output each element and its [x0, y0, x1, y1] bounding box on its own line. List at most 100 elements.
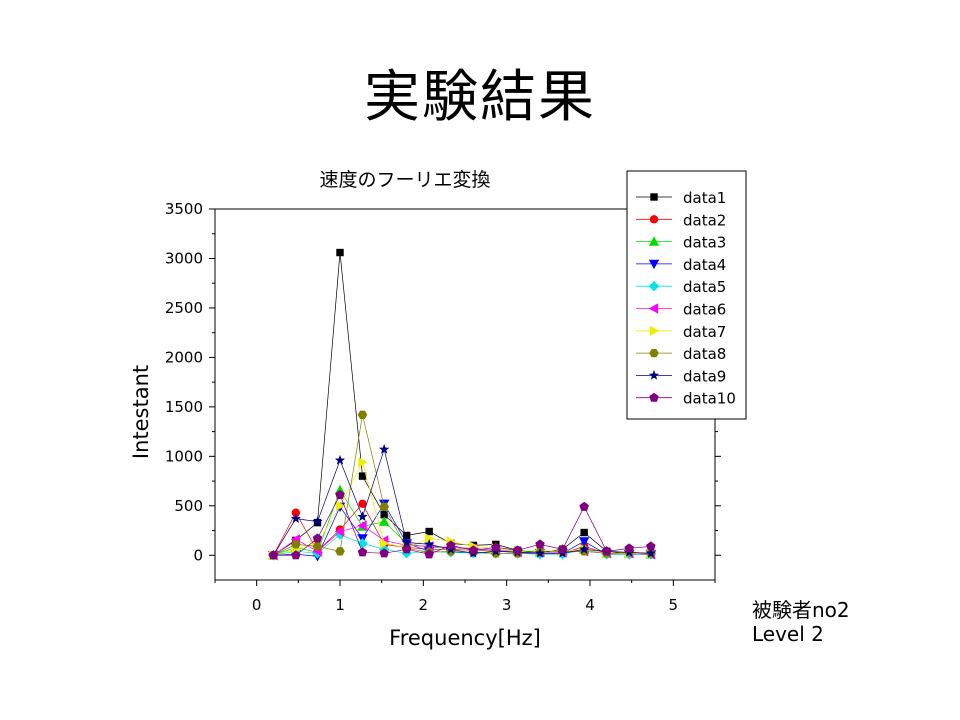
subject-note: 被験者no2: [752, 598, 850, 622]
data-point: [378, 516, 390, 526]
legend-marker: [649, 348, 659, 358]
data-point: [468, 545, 479, 555]
data-point: [580, 528, 588, 537]
x-tick-label: 2: [419, 596, 429, 614]
legend-label: data9: [683, 367, 726, 385]
data-point: [290, 513, 301, 524]
legend-label: data10: [683, 390, 736, 408]
data-point: [379, 444, 390, 454]
data-point: [645, 547, 656, 558]
data-point: [291, 540, 301, 549]
slide-title: 実験結果: [364, 65, 596, 130]
series-data1: [269, 248, 655, 559]
data-point: [512, 545, 523, 555]
series-data8: [268, 410, 656, 560]
data-point: [336, 248, 344, 257]
series-line: [273, 252, 651, 556]
legend-marker: [648, 281, 660, 292]
y-tick-label: 500: [174, 497, 203, 515]
y-tick-label: 2000: [165, 348, 203, 366]
data-point: [312, 542, 323, 551]
data-point: [424, 533, 435, 544]
x-tick-label: 0: [252, 596, 262, 614]
y-tick-label: 3500: [165, 200, 203, 218]
legend-label: data6: [683, 301, 726, 319]
level-note: Level 2: [752, 622, 824, 646]
legend-marker: [650, 193, 658, 201]
data-point: [646, 541, 656, 551]
data-point: [312, 516, 323, 526]
data-point: [579, 501, 589, 511]
y-tick-label: 0: [193, 546, 203, 564]
data-point: [268, 550, 279, 560]
data-point: [624, 543, 634, 553]
data-point: [357, 410, 368, 419]
data-point: [379, 538, 390, 549]
legend-marker: [648, 370, 660, 380]
legend-marker: [649, 215, 659, 224]
data-point: [335, 547, 345, 556]
legend-box: [626, 170, 747, 420]
chart-title: 速度のフーリエ変換: [319, 169, 490, 191]
x-axis-label: Frequency[Hz]: [389, 626, 541, 650]
data-point: [446, 540, 456, 550]
legend-label: data4: [683, 256, 726, 274]
legend-label: data2: [683, 211, 726, 229]
data-point: [379, 548, 389, 558]
x-tick-label: 5: [669, 596, 679, 614]
data-point: [335, 489, 345, 499]
series-line: [273, 448, 651, 556]
data-point: [334, 529, 346, 540]
data-point: [425, 527, 433, 536]
legend-label: data8: [683, 345, 726, 363]
data-point: [312, 533, 323, 543]
data-point: [291, 508, 301, 517]
data-point: [358, 457, 368, 468]
series-data6: [268, 520, 656, 561]
series-data10: [268, 489, 656, 560]
data-point: [401, 537, 412, 547]
data-point: [357, 547, 368, 557]
data-point: [578, 537, 590, 547]
legend-marker: [648, 236, 660, 246]
series-line: [273, 414, 651, 556]
x-tick-label: 1: [335, 596, 345, 614]
data-point: [579, 543, 590, 554]
data-point: [358, 499, 367, 509]
data-point: [335, 500, 346, 511]
data-point: [357, 511, 368, 522]
y-tick-label: 1000: [165, 447, 203, 465]
legend-label: data5: [683, 278, 726, 296]
data-point: [491, 542, 501, 552]
data-point: [424, 538, 435, 549]
legend-label: data1: [683, 189, 726, 207]
legend-marker: [649, 392, 659, 402]
series-line: [273, 494, 651, 556]
data-point: [291, 550, 301, 560]
data-point: [334, 526, 345, 537]
legend-marker: [649, 325, 660, 336]
legend-label: data7: [683, 323, 726, 341]
y-tick-label: 1500: [165, 398, 203, 416]
y-tick-label: 3000: [165, 249, 203, 267]
data-point: [379, 502, 389, 511]
data-point: [424, 549, 434, 559]
x-tick-label: 3: [502, 596, 512, 614]
data-point: [380, 511, 388, 519]
data-point: [534, 547, 546, 558]
series-line: [273, 503, 651, 557]
legend-label: data3: [683, 234, 726, 252]
data-point: [401, 544, 412, 554]
data-point: [334, 454, 346, 465]
data-point: [601, 546, 612, 556]
y-tick-label: 2500: [165, 299, 203, 317]
legend-marker: [648, 259, 660, 270]
data-point: [357, 520, 367, 531]
data-point: [557, 544, 568, 554]
data-point: [402, 531, 411, 540]
legend-marker: [648, 303, 659, 314]
data-point: [358, 472, 367, 480]
data-point: [535, 539, 545, 549]
x-tick-label: 4: [585, 596, 595, 614]
